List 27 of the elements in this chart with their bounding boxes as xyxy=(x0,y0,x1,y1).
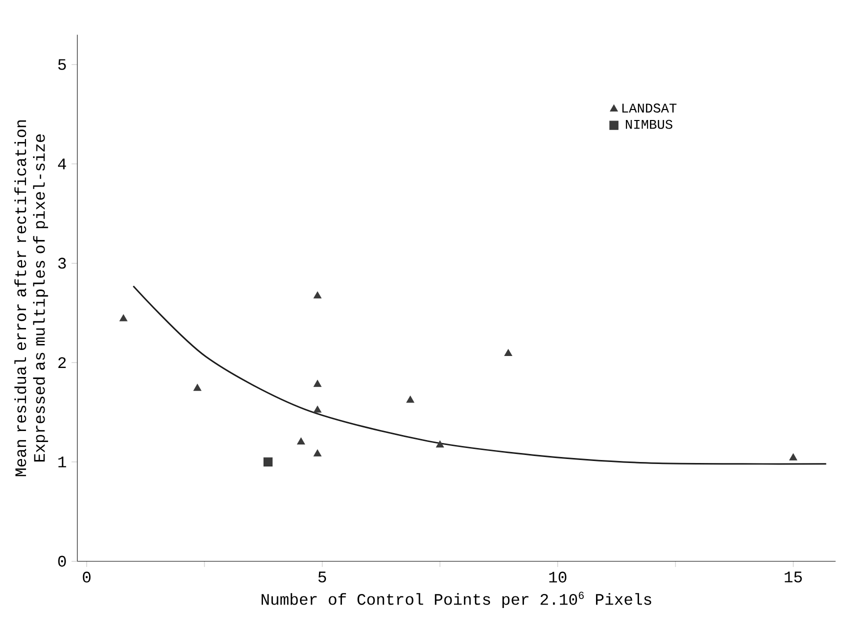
point xyxy=(263,457,273,466)
point xyxy=(193,384,202,391)
point xyxy=(406,396,414,403)
x-tick-label: 5 xyxy=(318,572,326,582)
point xyxy=(436,440,444,448)
point xyxy=(314,406,322,413)
y-tick-label: 2 xyxy=(58,357,66,368)
y-axis-title: Mean residual error after rectification Expressed as multiples of pixel-size xyxy=(14,120,48,476)
y-tick-label: 4 xyxy=(58,158,66,170)
y-tick-label: 0 xyxy=(58,556,66,567)
point xyxy=(314,449,322,456)
y-tick-label: 5 xyxy=(58,59,66,70)
point xyxy=(789,453,798,460)
x-tick-label: 0 xyxy=(82,572,91,583)
point xyxy=(314,291,322,298)
legend-label: NIMBUS xyxy=(626,120,672,129)
line-series xyxy=(132,285,827,465)
x-tick-label: 10 xyxy=(549,572,566,583)
x-axis-title: Number of Control Points per 2.10$^{6}$ Pixels xyxy=(262,592,652,608)
point xyxy=(297,438,305,444)
y-tick-label: 1 xyxy=(58,456,66,468)
x-tick-label: 15 xyxy=(784,572,802,582)
point xyxy=(504,349,512,356)
point xyxy=(314,380,322,387)
y-tick-label: 3 xyxy=(58,258,66,269)
point xyxy=(119,314,128,322)
legend-label: LANDSAT xyxy=(622,104,676,113)
